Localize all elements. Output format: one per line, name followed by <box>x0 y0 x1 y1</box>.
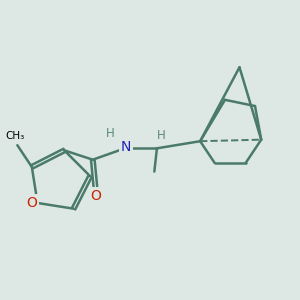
Text: O: O <box>26 196 37 210</box>
Text: O: O <box>90 189 101 203</box>
Text: N: N <box>121 140 131 154</box>
Text: CH₃: CH₃ <box>5 131 24 141</box>
Text: H: H <box>157 129 165 142</box>
Text: H: H <box>106 127 115 140</box>
